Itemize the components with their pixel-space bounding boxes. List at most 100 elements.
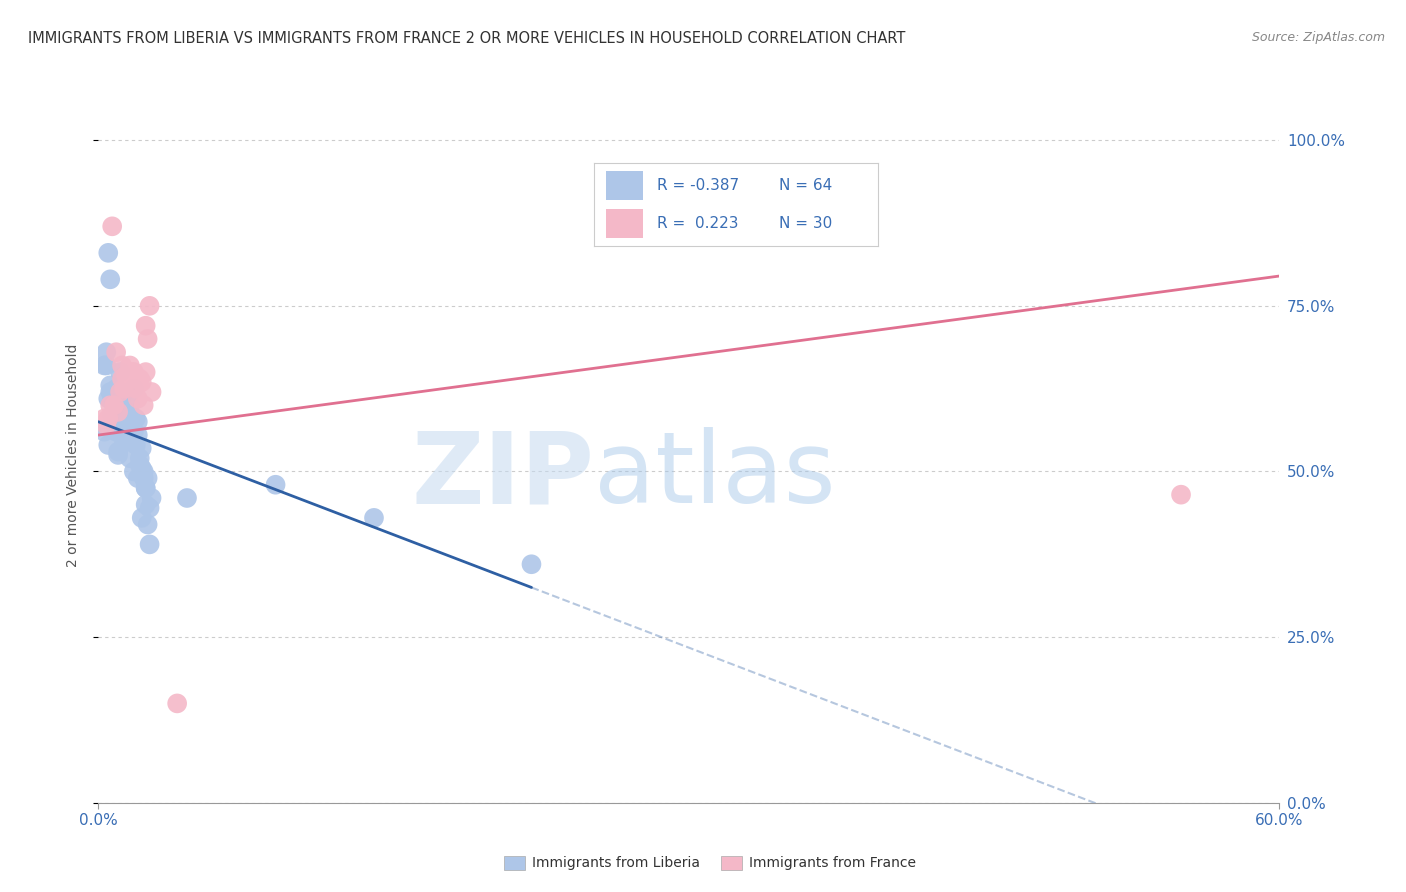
Point: [118, 398, 141, 412]
Point: [105, 425, 128, 439]
Point: [121, 365, 143, 379]
Point: [131, 442, 153, 456]
Point: [118, 418, 141, 433]
Point: [96, 345, 118, 359]
Point: [135, 365, 157, 379]
Point: [107, 405, 129, 419]
Point: [115, 368, 138, 383]
Point: [108, 384, 131, 399]
Point: [101, 392, 124, 406]
Point: [128, 451, 150, 466]
Point: [118, 359, 141, 373]
Point: [103, 384, 125, 399]
Point: [131, 461, 153, 475]
Point: [103, 398, 125, 412]
Point: [105, 382, 128, 396]
Point: [96, 359, 118, 373]
Point: [97, 245, 120, 260]
Point: [97, 411, 120, 425]
Point: [122, 372, 145, 386]
Point: [132, 471, 155, 485]
Point: [101, 219, 124, 234]
Point: [131, 511, 153, 525]
Point: [135, 498, 157, 512]
Point: [127, 392, 149, 406]
Text: atlas: atlas: [595, 427, 837, 524]
Point: [98, 384, 121, 399]
Point: [122, 382, 145, 396]
Point: [111, 415, 134, 429]
Point: [117, 372, 139, 386]
Point: [108, 365, 131, 379]
Point: [122, 425, 145, 439]
Point: [135, 318, 157, 333]
Point: [141, 491, 163, 505]
Point: [166, 697, 188, 711]
Point: [132, 398, 155, 412]
Point: [118, 451, 141, 466]
Point: [1170, 488, 1192, 502]
Point: [111, 372, 134, 386]
Point: [98, 272, 121, 286]
Point: [125, 382, 148, 396]
Point: [520, 558, 543, 572]
Point: [96, 418, 118, 433]
Point: [141, 384, 163, 399]
Point: [117, 415, 139, 429]
Point: [115, 411, 138, 425]
Point: [111, 405, 134, 419]
Point: [121, 425, 143, 439]
Point: [112, 405, 135, 419]
Point: [107, 444, 129, 458]
Point: [122, 365, 145, 379]
Point: [138, 500, 160, 515]
Point: [127, 428, 149, 442]
Point: [97, 438, 120, 452]
Y-axis label: 2 or more Vehicles in Household: 2 or more Vehicles in Household: [66, 343, 80, 566]
Point: [115, 408, 138, 422]
Point: [103, 398, 125, 412]
Point: [93, 425, 115, 439]
Point: [115, 434, 138, 449]
Point: [122, 465, 145, 479]
Point: [112, 382, 135, 396]
Point: [107, 425, 129, 439]
Point: [93, 411, 115, 425]
Point: [135, 481, 157, 495]
Point: [101, 408, 124, 422]
Point: [138, 537, 160, 551]
Point: [127, 415, 149, 429]
Point: [363, 511, 385, 525]
Point: [135, 481, 157, 495]
Point: [108, 418, 131, 433]
Point: [117, 405, 139, 419]
Point: [112, 434, 135, 449]
Point: [98, 378, 121, 392]
Point: [136, 471, 159, 485]
Point: [103, 411, 125, 425]
Point: [125, 411, 148, 425]
Point: [105, 345, 128, 359]
Point: [121, 428, 143, 442]
Text: Source: ZipAtlas.com: Source: ZipAtlas.com: [1251, 31, 1385, 45]
Point: [136, 517, 159, 532]
Point: [264, 477, 287, 491]
Point: [128, 372, 150, 386]
Point: [131, 375, 153, 389]
Point: [128, 458, 150, 472]
Point: [107, 448, 129, 462]
Text: IMMIGRANTS FROM LIBERIA VS IMMIGRANTS FROM FRANCE 2 OR MORE VEHICLES IN HOUSEHOL: IMMIGRANTS FROM LIBERIA VS IMMIGRANTS FR…: [28, 31, 905, 46]
Point: [136, 332, 159, 346]
Point: [97, 392, 120, 406]
Point: [93, 359, 115, 373]
Point: [125, 438, 148, 452]
Point: [98, 398, 121, 412]
Point: [176, 491, 198, 505]
Point: [127, 471, 149, 485]
Point: [111, 392, 134, 406]
Point: [138, 299, 160, 313]
Text: ZIP: ZIP: [412, 427, 595, 524]
Legend: Immigrants from Liberia, Immigrants from France: Immigrants from Liberia, Immigrants from…: [499, 850, 921, 876]
Point: [111, 359, 134, 373]
Point: [132, 465, 155, 479]
